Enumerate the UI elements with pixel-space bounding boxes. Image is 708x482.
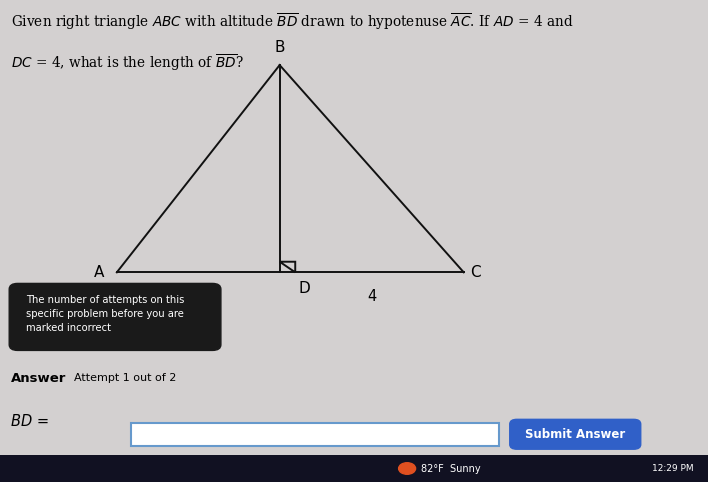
- Text: D: D: [299, 281, 311, 296]
- Text: Answer: Answer: [11, 372, 66, 385]
- Text: BD =: BD =: [11, 414, 49, 429]
- Circle shape: [399, 463, 416, 474]
- Text: 4: 4: [193, 289, 203, 304]
- FancyBboxPatch shape: [0, 455, 708, 482]
- Text: 12:29 PM: 12:29 PM: [652, 464, 694, 473]
- Text: Given right triangle $ABC$ with altitude $\overline{BD}$ drawn to hypotenuse $\o: Given right triangle $ABC$ with altitude…: [11, 12, 573, 32]
- Text: 4: 4: [367, 289, 377, 304]
- FancyBboxPatch shape: [131, 423, 499, 446]
- FancyBboxPatch shape: [510, 419, 641, 449]
- Text: Attempt 1 out of 2: Attempt 1 out of 2: [74, 374, 177, 383]
- Text: 82°F  Sunny: 82°F Sunny: [421, 464, 481, 473]
- Text: Submit Answer: Submit Answer: [525, 428, 625, 441]
- Text: $DC$ = 4, what is the length of $\overline{BD}$?: $DC$ = 4, what is the length of $\overli…: [11, 53, 244, 73]
- Text: The number of attempts on this
specific problem before you are
marked incorrect: The number of attempts on this specific …: [26, 295, 185, 333]
- Text: C: C: [470, 265, 481, 280]
- FancyBboxPatch shape: [9, 283, 221, 350]
- Text: B: B: [275, 40, 285, 54]
- Text: A: A: [93, 265, 104, 280]
